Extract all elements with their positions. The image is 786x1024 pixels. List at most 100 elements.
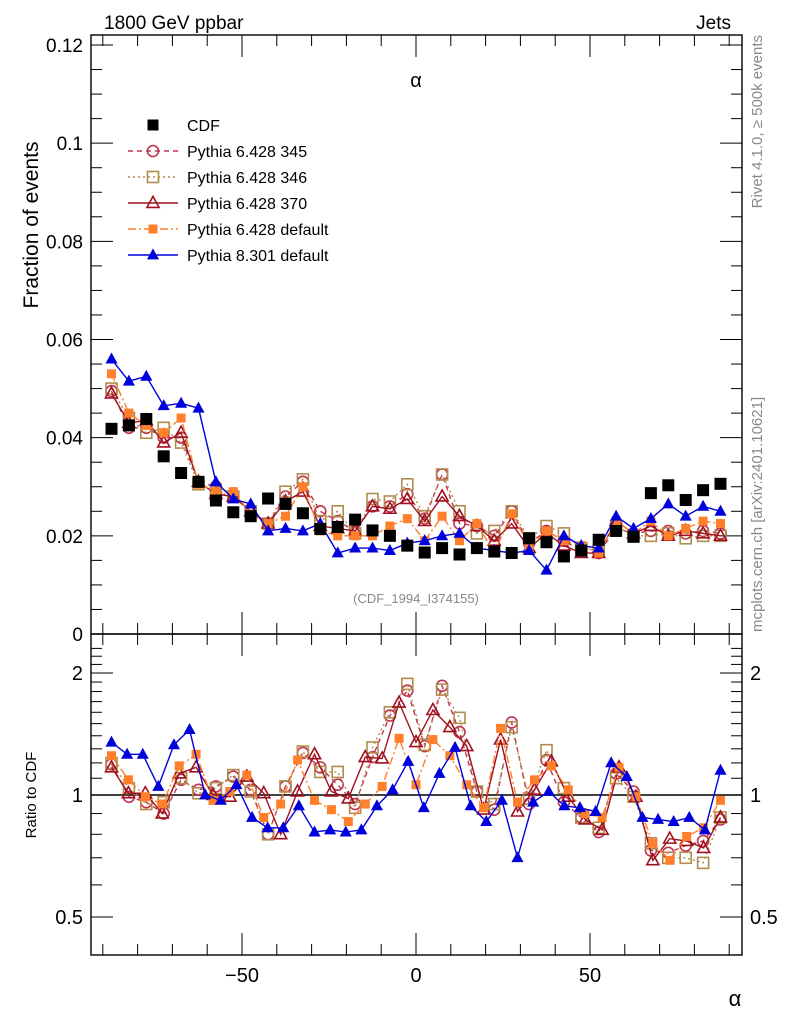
- main-cdf-point: [227, 506, 240, 519]
- main-pythia-6-428-370-point: [695, 525, 711, 539]
- main-pythia-6-428-default-point: [663, 531, 673, 541]
- main-pythia-8-301-default-point: [557, 529, 570, 541]
- ratio-pythia-6-428-370-point: [510, 803, 525, 817]
- x-axis-label: α: [729, 986, 742, 1011]
- main-pythia-6-428-default-point: [281, 511, 290, 521]
- ratio-pythia-8-301-default-point: [136, 747, 149, 759]
- main-pythia-8-301-default-point: [592, 541, 605, 553]
- side-label-mcplots: mcplots.cern.ch [arXiv:2401.10621]: [749, 397, 766, 632]
- main-pythia-6-428-370-point: [156, 434, 172, 448]
- legend-label-pythia-6-428-370: Pythia 6.428 370: [187, 196, 307, 213]
- main-pythia-6-428-default-point: [350, 531, 360, 541]
- main-pythia-8-301-default-point: [436, 529, 449, 541]
- ratio-pythia-6-428-370-point: [273, 826, 289, 840]
- ratio-pythia-6-428-370-point: [662, 830, 678, 844]
- ratio-pythia-6-428-370-point: [324, 783, 339, 797]
- legend-label-pythia-6-428-345: Pythia 6.428 345: [187, 144, 307, 161]
- main-cdf-point: [122, 419, 135, 432]
- main-pythia-6-428-default-point: [611, 516, 621, 526]
- ratio-y-tick-label-right: 1: [750, 785, 761, 807]
- ratio-pythia-6-428-345-line: [110, 683, 722, 854]
- ratio-y-tick-label-right: 2: [750, 663, 761, 685]
- main-pythia-6-428-346-point: [400, 477, 414, 491]
- main-y-tick-label: 0.06: [46, 331, 83, 352]
- main-pythia-8-301-default-point: [279, 521, 292, 533]
- ratio-pythia-6-428-default-point: [208, 795, 218, 805]
- main-pythia-8-301-default-point: [679, 509, 692, 521]
- ratio-pythia-8-301-default-point: [527, 795, 540, 807]
- ratio-pythia-8-301-default-point: [417, 801, 430, 813]
- main-pythia-6-428-370-point: [452, 507, 467, 522]
- ratio-pythia-6-428-default-point: [259, 812, 269, 822]
- ratio-pythia-6-428-default-point: [546, 761, 556, 771]
- main-pythia-8-301-default-point: [453, 526, 466, 538]
- ratio-pythia-6-428-370-point: [560, 788, 576, 802]
- main-pythia-6-428-default-point: [124, 408, 134, 418]
- ratio-pythia-8-301-default-point: [152, 779, 165, 791]
- main-cdf-point: [140, 413, 153, 426]
- main-pythia-6-428-default-point: [211, 487, 221, 497]
- ratio-pythia-6-428-default-point: [614, 762, 624, 772]
- ratio-pythia-6-428-default-point: [479, 803, 489, 813]
- main-y-tick-label: 0.08: [46, 232, 83, 253]
- legend-label-pythia-6-428-default: Pythia 6.428 default: [187, 222, 329, 239]
- main-y-axis-label: Fraction of events: [20, 142, 43, 309]
- ratio-pythia-6-428-default-point: [326, 805, 336, 815]
- ratio-pythia-6-428-default-point: [157, 799, 167, 809]
- ratio-pythia-8-301-default-point: [698, 823, 711, 835]
- ratio-pythia-6-428-default-point: [360, 799, 370, 809]
- main-pythia-6-428-370-point: [399, 490, 415, 505]
- main-cdf-point: [262, 492, 275, 505]
- legend-label-pythia-6-428-346: Pythia 6.428 346: [187, 170, 307, 187]
- ratio-pythia-6-428-default-point: [276, 799, 286, 809]
- main-pythia-8-301-default-point: [540, 563, 553, 575]
- ratio-pythia-6-428-346-point: [348, 801, 362, 815]
- main-pythia-8-301-default-point: [627, 521, 640, 533]
- ratio-pythia-6-428-370-point: [527, 781, 542, 795]
- main-cdf-point: [523, 532, 536, 545]
- x-tick-label: 50: [579, 965, 601, 987]
- main-pythia-6-428-default-point: [559, 536, 569, 546]
- main-cdf-point: [610, 524, 623, 537]
- ratio-pythia-6-428-370-point: [713, 809, 728, 823]
- main-cdf-point: [592, 533, 605, 546]
- ratio-pythia-6-428-346-point: [400, 677, 414, 691]
- ratio-pythia-6-428-346-point: [418, 738, 432, 752]
- main-pythia-6-428-default-point: [437, 511, 447, 521]
- ratio-pythia-6-428-370-point: [391, 694, 407, 708]
- main-cdf-point: [679, 494, 692, 507]
- ratio-pythia-8-301-default-point: [121, 747, 134, 759]
- ratio-y-tick-label: 2: [72, 663, 83, 685]
- ratio-pythia-6-428-370-point: [408, 733, 424, 748]
- legend: CDF Pythia 6.428 345 Pythia 6.428 346 Pythi…: [128, 118, 329, 265]
- ratio-pythia-6-428-370-point: [154, 805, 170, 819]
- main-pythia-8-301-default-point: [697, 499, 710, 511]
- main-cdf-point: [279, 497, 292, 510]
- main-pythia-8-301-default-point: [523, 543, 536, 555]
- main-cdf-point: [662, 479, 675, 492]
- main-cdf-point: [453, 548, 466, 561]
- main-pythia-6-428-default-line: [110, 373, 721, 555]
- ratio-pythia-8-301-default-point: [448, 740, 462, 752]
- main-cdf-point: [436, 542, 449, 555]
- ratio-pythia-6-428-default-point: [107, 751, 116, 761]
- ratio-pythia-6-428-default-point: [377, 781, 387, 791]
- ratio-pythia-8-301-default-point: [667, 814, 680, 826]
- main-pythia-8-301-default-point: [157, 399, 170, 411]
- ratio-pythia-6-428-346-point: [435, 683, 449, 696]
- main-cdf-point: [209, 494, 222, 507]
- main-cdf-point: [157, 450, 170, 463]
- ratio-y-tick-label: 0.5: [55, 907, 83, 929]
- main-pythia-8-301-default-point: [140, 369, 153, 381]
- main-cdf-point: [540, 536, 553, 549]
- ratio-pythia-8-301-default-point: [105, 735, 118, 747]
- ratio-pythia-6-428-370-point: [121, 784, 136, 799]
- main-cdf-point: [244, 510, 257, 523]
- main-pythia-6-428-346-point: [487, 524, 501, 538]
- main-pythia-6-428-370-point: [365, 498, 380, 512]
- main-pythia-6-428-370-point: [504, 515, 520, 529]
- ratio-pythia-6-428-370-point: [493, 731, 508, 745]
- main-pythia-6-428-default-point: [298, 482, 308, 492]
- ratio-pythia-8-301-default-point: [167, 738, 181, 750]
